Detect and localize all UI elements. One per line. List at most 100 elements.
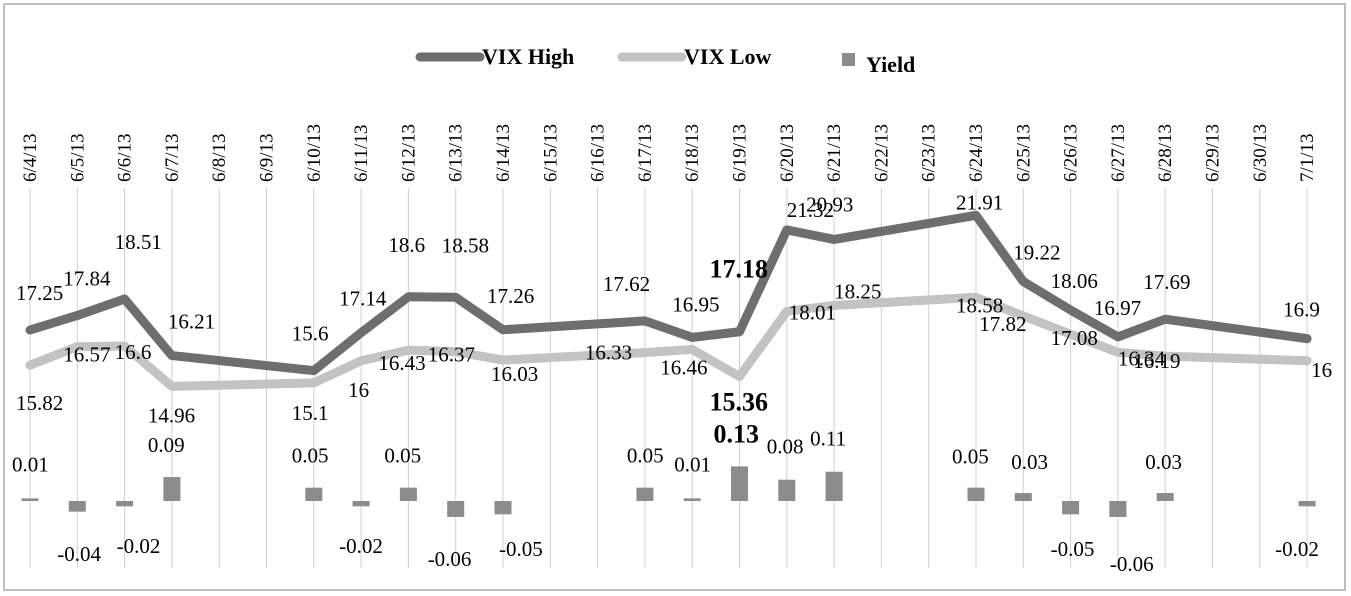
legend-label-yield: Yield (866, 52, 915, 77)
yield-label: -0.02 (1275, 537, 1319, 561)
x-tick-label: 6/26/13 (1061, 124, 1082, 182)
yield-label: -0.02 (339, 534, 383, 558)
x-tick-label: 6/9/13 (257, 133, 278, 182)
vix-high-label: 16.95 (672, 292, 719, 316)
yield-label: 0.01 (674, 452, 711, 476)
x-tick-label: 6/5/13 (67, 133, 88, 182)
vix-high-label: 16.9 (1283, 298, 1320, 322)
yield-label: 0.03 (1011, 450, 1048, 474)
x-tick-label: 6/8/13 (209, 133, 230, 182)
yield-label: -0.06 (428, 547, 472, 571)
chart-frame (3, 3, 1346, 591)
vix-low-label: 16.34 (1118, 346, 1166, 370)
x-tick-label: 6/6/13 (115, 133, 136, 182)
vix-high-label: 16.97 (1094, 296, 1141, 320)
vix-low-label: 14.96 (148, 403, 195, 427)
x-tick-label: 6/14/13 (493, 124, 514, 182)
vix-low-label: 18.58 (956, 293, 1003, 317)
yield-label: 0.05 (384, 444, 421, 468)
yield-label: -0.05 (1051, 537, 1095, 561)
vix-high-label: 18.51 (115, 230, 162, 254)
vix-high-label: 15.6 (292, 322, 329, 346)
yield-label: 0.01 (12, 452, 49, 476)
x-tick-label: 6/18/13 (682, 124, 703, 182)
vix-high-label: 17.14 (339, 287, 387, 311)
vix-high-label: 17.18 (710, 255, 769, 284)
x-tick-label: 6/16/13 (588, 124, 609, 182)
yield-bar (116, 501, 134, 507)
yield-label: -0.05 (499, 537, 543, 561)
yield-bar (163, 477, 181, 501)
yield-label: 0.13 (714, 419, 760, 448)
x-tick-label: 6/13/13 (446, 124, 467, 182)
vix-high-label: 17.69 (1143, 270, 1190, 294)
vix-low-label: 15.36 (710, 387, 769, 416)
vix-high-label: 21.32 (787, 198, 834, 222)
vix-low-label: 17.08 (1051, 326, 1098, 350)
yield-label: 0.09 (148, 433, 185, 457)
yield-label: 0.05 (952, 445, 989, 469)
x-tick-label: 6/15/13 (540, 124, 561, 182)
yield-bar (778, 479, 796, 501)
x-tick-label: 6/17/13 (635, 124, 656, 182)
vix-low-label: 17.82 (979, 312, 1026, 336)
yield-bar (967, 487, 985, 501)
vix-low-line (25, 292, 1312, 391)
vix-low-label: 16.03 (491, 362, 538, 386)
x-tick-label: 6/23/13 (919, 124, 940, 182)
vix-low-label: 16.6 (115, 340, 152, 364)
yield-bar (1156, 493, 1174, 501)
vix-low-label: 16 (348, 378, 369, 402)
yield-label: 0.03 (1145, 450, 1182, 474)
vix-low-label: 16.19 (1133, 349, 1180, 373)
yield-label: -0.02 (117, 534, 161, 558)
vix-low-label: 15.82 (16, 391, 63, 415)
vix-low-label: 16.37 (428, 343, 475, 367)
vix-low-label: 16.33 (585, 341, 632, 365)
yield-bar (683, 498, 701, 501)
x-tick-label: 6/11/13 (351, 125, 372, 182)
vix-high-label: 17.26 (487, 284, 534, 308)
yield-label: -0.06 (1110, 552, 1154, 576)
x-tick-label: 6/25/13 (1013, 124, 1034, 182)
yield-bar (305, 487, 323, 501)
yield-label: 0.05 (627, 444, 664, 468)
vix-high-label: 21.91 (956, 190, 1003, 214)
x-tick-label: 6/21/13 (824, 124, 845, 182)
yield-bar (494, 501, 512, 515)
x-tick-label: 6/22/13 (871, 124, 892, 182)
x-tick-label: 6/10/13 (304, 124, 325, 182)
vix-high-label: 17.62 (603, 272, 650, 296)
yield-bar (1298, 501, 1316, 507)
vix-high-label: 18.6 (388, 233, 425, 257)
yield-bar (447, 501, 465, 517)
legend-swatch-yield (842, 53, 855, 66)
vix-high-label: 17.84 (63, 266, 111, 290)
vix-high-label: 20.93 (806, 192, 853, 216)
vix-low-label: 18.01 (789, 300, 836, 324)
vix-low-label: 15.1 (292, 401, 329, 425)
vix-high-label: 17.25 (16, 281, 63, 305)
yield-bar (731, 466, 748, 501)
yield-bar (68, 501, 86, 512)
legend-label-vix-low: VIX Low (684, 44, 772, 69)
vix-low-label: 16 (1311, 358, 1332, 382)
yield-label: 0.11 (810, 427, 846, 451)
x-tick-label: 6/28/13 (1155, 124, 1176, 182)
yield-bar (399, 487, 417, 501)
yield-bar (636, 487, 654, 501)
yield-label: 0.05 (292, 444, 329, 468)
yield-bar (1014, 493, 1032, 501)
x-tick-label: 6/24/13 (966, 124, 987, 182)
vix-low-label: 16.43 (378, 351, 425, 375)
x-tick-label: 6/7/13 (162, 133, 183, 182)
yield-bar (825, 471, 843, 501)
x-tick-label: 6/12/13 (398, 124, 419, 182)
x-tick-label: 6/4/13 (20, 133, 41, 182)
yield-label: 0.08 (767, 435, 804, 459)
x-tick-label: 6/29/13 (1203, 124, 1224, 182)
x-tick-label: 6/19/13 (730, 124, 751, 182)
x-tick-label: 7/1/13 (1297, 133, 1318, 182)
vix-high-line (25, 210, 1312, 376)
